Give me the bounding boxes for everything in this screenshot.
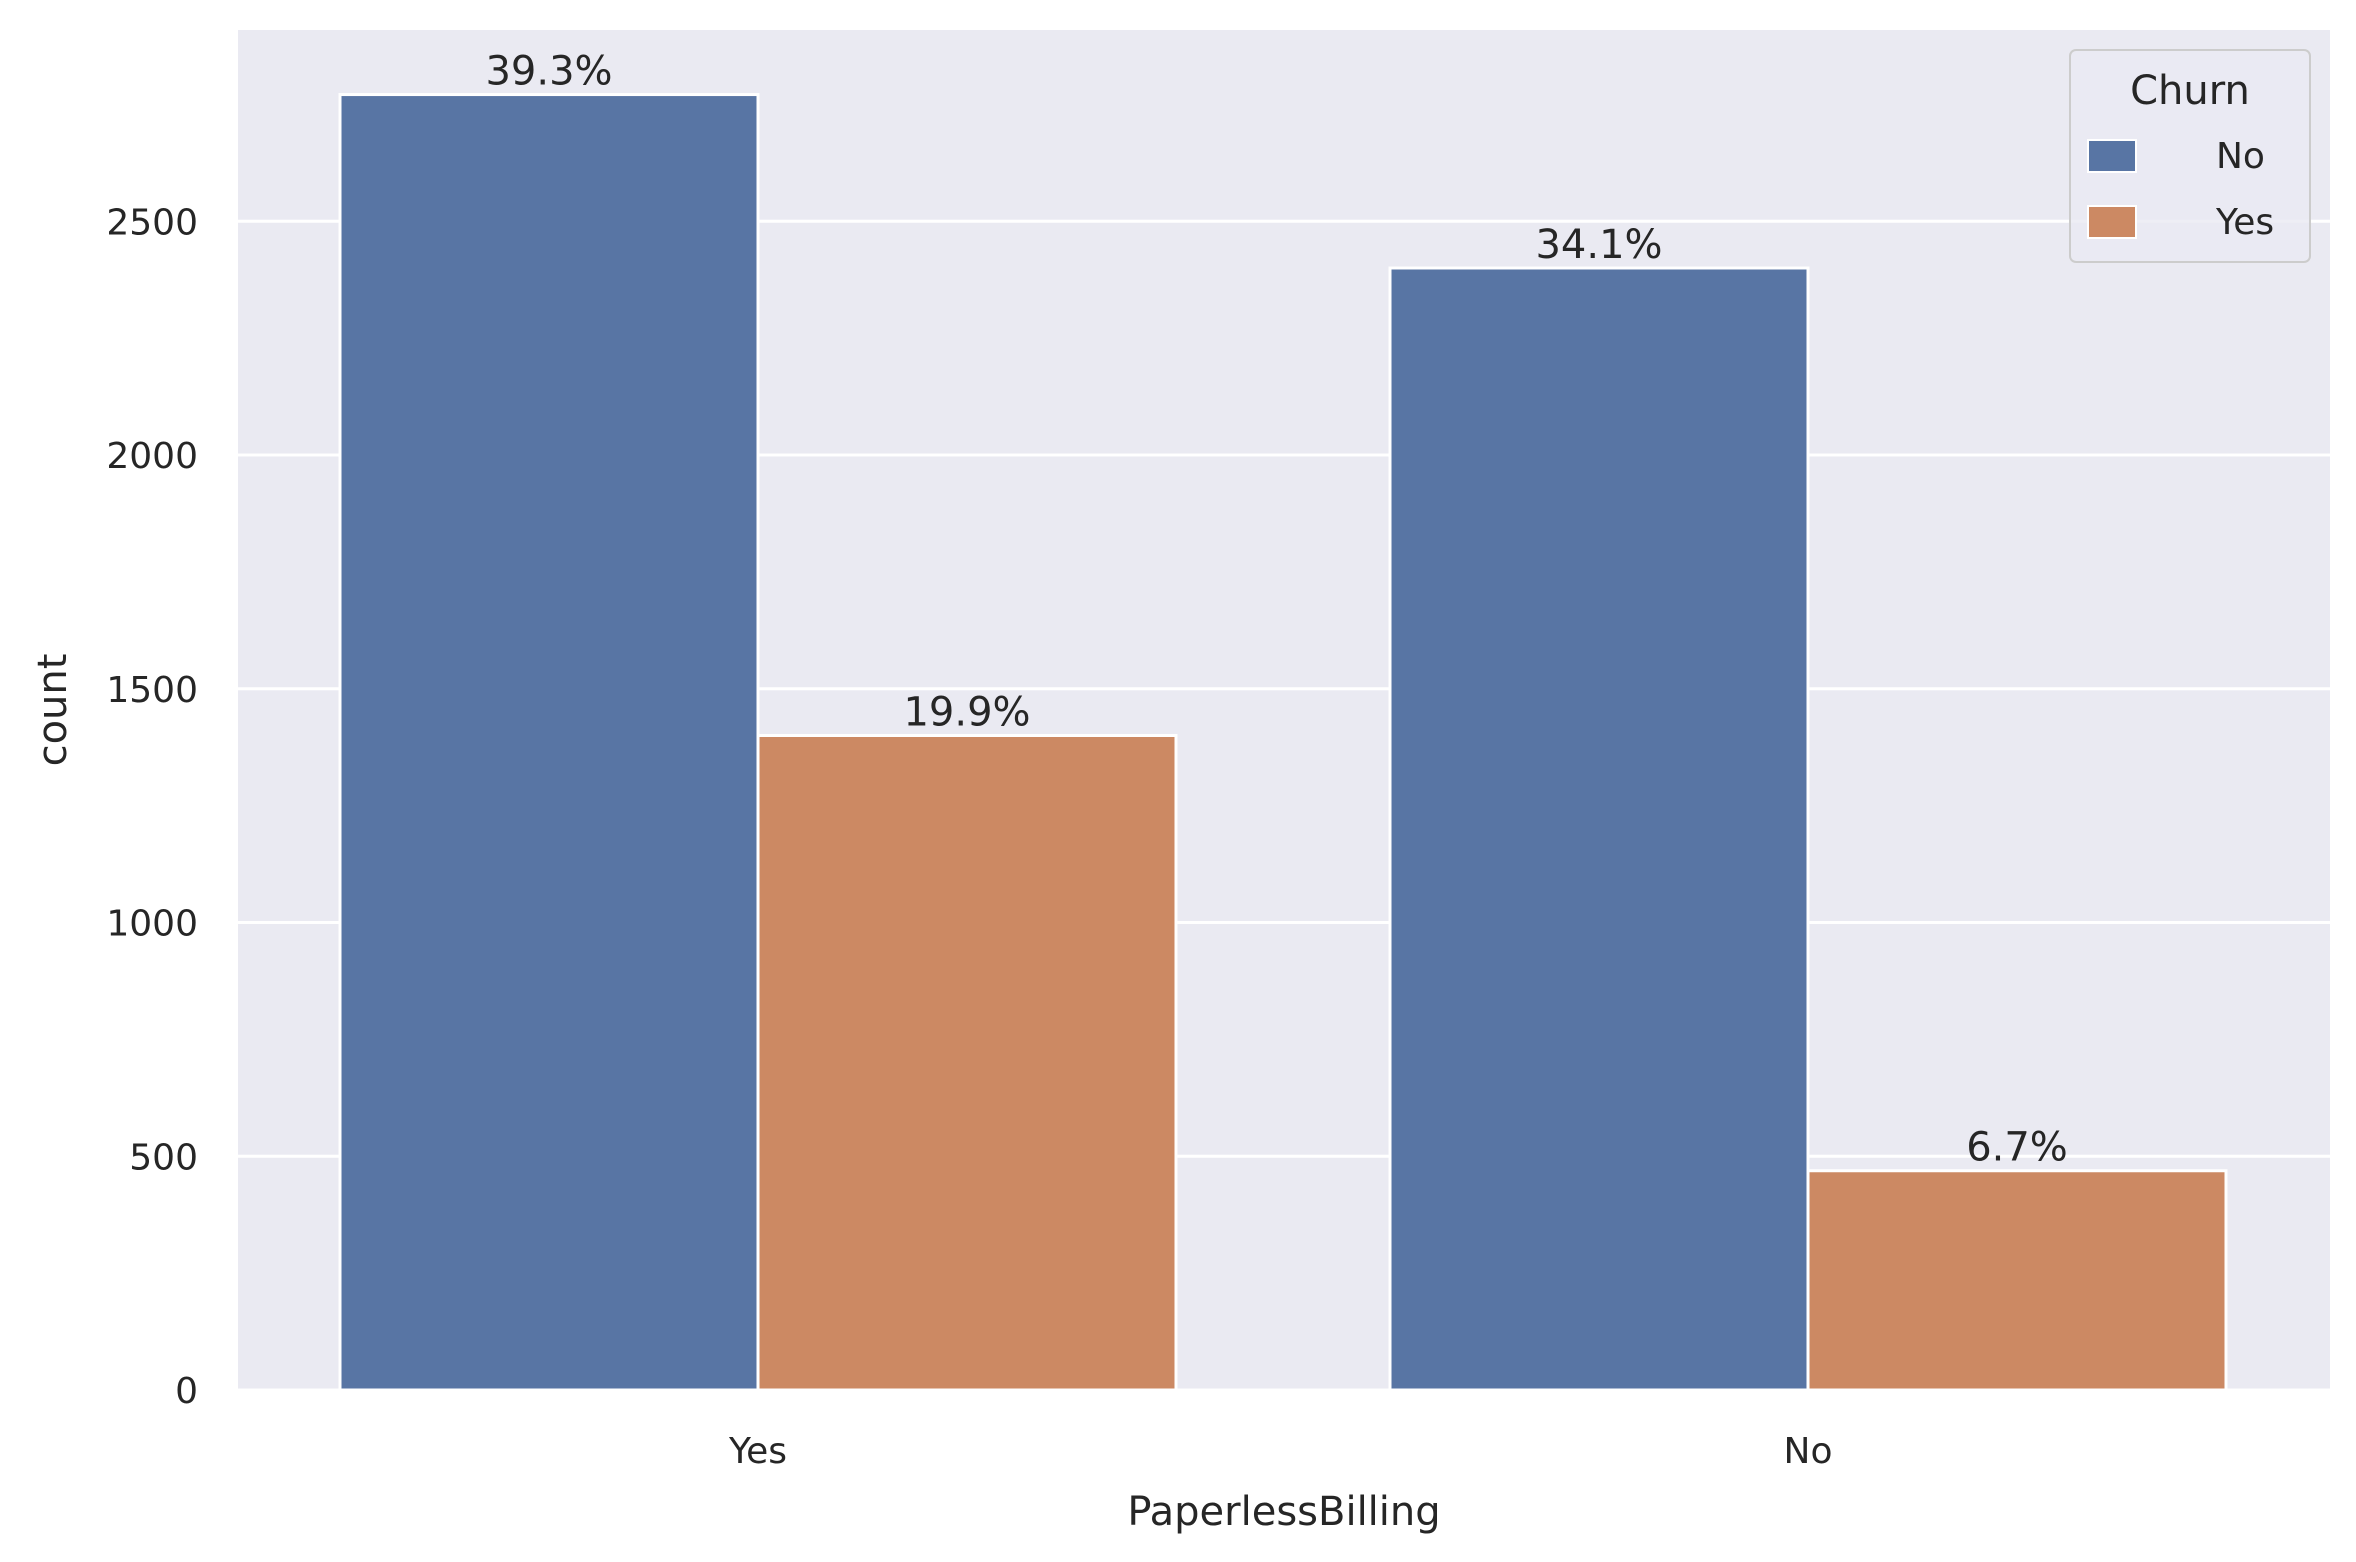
y-tick-labels: 0 500 1000 1500 2000 2500 xyxy=(106,202,198,1412)
bar-no-yes xyxy=(1806,1169,2228,1392)
y-tick-label: 1000 xyxy=(106,904,198,945)
legend-entry: No xyxy=(2216,136,2265,177)
x-tick-label: No xyxy=(1784,1431,1833,1472)
legend-swatch xyxy=(2087,139,2137,173)
legend-entry: Yes xyxy=(2215,202,2274,243)
y-tick-label: 2500 xyxy=(106,202,198,243)
y-tick-label: 0 xyxy=(175,1371,198,1412)
y-tick-label: 500 xyxy=(129,1137,198,1178)
bar-labels: 39.3% 34.1% 19.9% 6.7% xyxy=(485,49,2067,1171)
legend: Churn No Yes xyxy=(2069,49,2311,263)
bar-yes-yes xyxy=(756,734,1178,1392)
legend-swatch xyxy=(2087,205,2137,239)
y-tick-label: 2000 xyxy=(106,436,198,477)
x-axis-label: PaperlessBilling xyxy=(1127,1489,1440,1535)
bar-no-no xyxy=(1388,266,1810,1392)
x-tick-labels: Yes No xyxy=(728,1431,1833,1472)
x-tick-label: Yes xyxy=(728,1431,787,1472)
bar-value-label: 34.1% xyxy=(1535,222,1662,268)
y-tick-label: 1500 xyxy=(106,670,198,711)
bar-value-label: 19.9% xyxy=(903,690,1030,736)
bar-value-label: 39.3% xyxy=(485,49,612,95)
y-axis-label: count xyxy=(30,654,76,767)
bar-yes-no xyxy=(338,93,760,1392)
bars xyxy=(338,93,2228,1392)
bar-value-label: 6.7% xyxy=(1966,1125,2068,1171)
legend-title: Churn xyxy=(2130,68,2250,114)
